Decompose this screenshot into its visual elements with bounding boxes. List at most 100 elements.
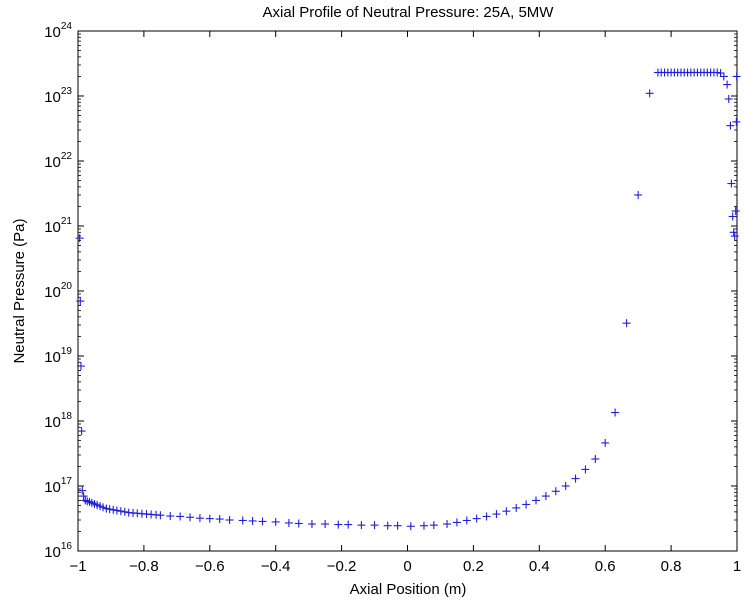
- data-point: [76, 297, 85, 306]
- x-tick-label: −1: [69, 558, 86, 575]
- y-tick-label: 1017: [44, 476, 72, 496]
- data-point: [730, 232, 739, 241]
- y-tick-label: 1019: [44, 346, 72, 366]
- data-point: [78, 486, 87, 495]
- y-tick-label: 1016: [44, 541, 72, 561]
- y-axis: 1016 1017 1018 1019 1020 1021 1022 1023 1024: [44, 21, 737, 561]
- data-point: [502, 507, 511, 516]
- x-tick-label: −0.2: [327, 558, 357, 575]
- data-point: [116, 507, 125, 516]
- data-point: [732, 117, 741, 126]
- x-tick-label: 0: [403, 558, 411, 575]
- data-point: [512, 503, 521, 512]
- data-point: [186, 513, 195, 522]
- data-point: [225, 515, 234, 524]
- data-point: [248, 516, 257, 525]
- data-point: [294, 519, 303, 528]
- data-point: [215, 515, 224, 524]
- data-point: [532, 496, 541, 505]
- data-point: [393, 521, 402, 530]
- data-point: [634, 190, 643, 199]
- data-point: [112, 506, 121, 515]
- data-point: [443, 520, 452, 529]
- data-point: [307, 520, 316, 529]
- data-point: [406, 522, 415, 531]
- y-tick-label: 1020: [44, 281, 72, 301]
- data-point: [419, 521, 428, 530]
- data-point: [76, 362, 85, 371]
- data-point: [472, 514, 481, 523]
- y-axis-label: Neutral Pressure (Pa): [11, 218, 28, 363]
- x-tick-label: 0.4: [529, 558, 550, 575]
- data-point: [195, 514, 204, 523]
- data-point: [109, 505, 118, 514]
- x-axis-label: Axial Position (m): [350, 581, 467, 598]
- data-point: [99, 503, 108, 512]
- x-tick-label: 0.2: [463, 558, 484, 575]
- data-point: [120, 507, 129, 516]
- x-tick-label: −0.6: [195, 558, 225, 575]
- x-tick-label: −0.8: [129, 558, 159, 575]
- data-point: [571, 474, 580, 483]
- x-axis: −1 −0.8 −0.6 −0.4 −0.2 0 0.2 0.4 0.6 0.8 1: [69, 31, 741, 575]
- x-tick-label: 0.6: [595, 558, 616, 575]
- data-point: [622, 319, 631, 328]
- data-point: [732, 72, 741, 81]
- x-tick-label: 1: [733, 558, 741, 575]
- x-tick-label: 0.8: [661, 558, 682, 575]
- data-point: [75, 234, 84, 243]
- data-point: [370, 521, 379, 530]
- data-point: [731, 207, 740, 216]
- y-tick-label: 1022: [44, 151, 72, 171]
- data-point: [591, 455, 600, 464]
- data-point: [729, 228, 738, 237]
- y-tick-label: 1018: [44, 411, 72, 431]
- data-point: [383, 521, 392, 530]
- data-point: [238, 516, 247, 525]
- data-point: [719, 72, 728, 81]
- data-point: [462, 516, 471, 525]
- data-point: [452, 518, 461, 527]
- chart-title: Axial Profile of Neutral Pressure: 25A, …: [263, 4, 555, 21]
- data-point: [541, 492, 550, 501]
- data-point: [156, 511, 165, 520]
- data-point: [77, 427, 86, 436]
- data-point: [581, 465, 590, 474]
- data-point: [176, 512, 185, 521]
- data-point: [334, 520, 343, 529]
- data-point: [645, 89, 654, 98]
- data-point: [716, 69, 725, 78]
- data-series: [75, 68, 741, 531]
- x-tick-label: −0.4: [261, 558, 291, 575]
- data-point: [102, 504, 111, 513]
- data-point: [727, 179, 736, 188]
- data-point: [723, 80, 732, 89]
- data-point: [561, 482, 570, 490]
- data-point: [271, 517, 280, 526]
- data-point: [357, 521, 366, 530]
- plot-area: [77, 30, 738, 552]
- data-point: [429, 521, 438, 530]
- data-point: [105, 505, 114, 514]
- data-point: [81, 496, 90, 505]
- data-point: [726, 121, 735, 130]
- data-point: [551, 487, 560, 496]
- data-point: [258, 517, 267, 526]
- data-point: [284, 518, 293, 527]
- y-tick-label: 1024: [44, 21, 72, 41]
- data-point: [724, 94, 733, 103]
- data-point: [522, 500, 531, 509]
- data-point: [79, 492, 88, 501]
- data-point: [601, 438, 610, 447]
- data-point: [166, 512, 175, 521]
- data-point: [344, 520, 353, 529]
- data-point: [205, 514, 214, 523]
- data-point: [482, 512, 491, 521]
- y-tick-label: 1023: [44, 86, 72, 106]
- data-point: [728, 212, 737, 221]
- data-point: [492, 510, 501, 519]
- data-point: [713, 68, 722, 77]
- y-tick-label: 1021: [44, 216, 72, 236]
- data-point: [611, 408, 620, 417]
